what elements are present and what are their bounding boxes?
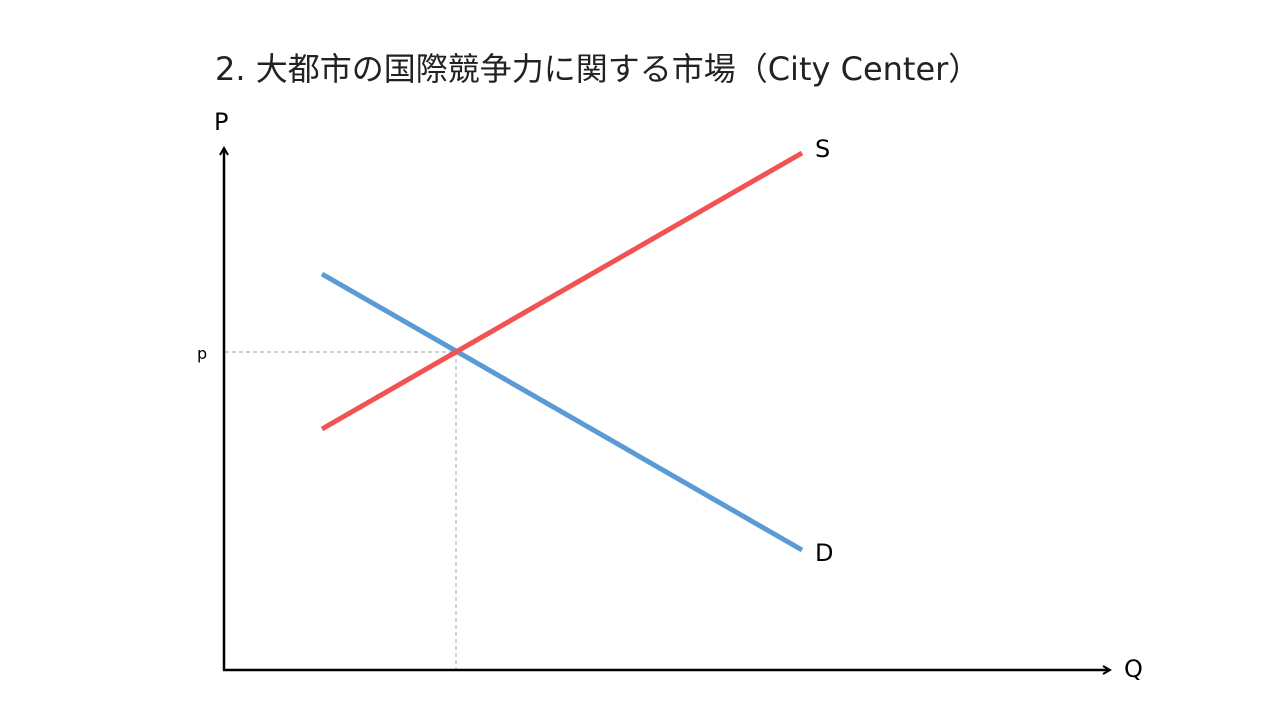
x-axis-label: Q	[1124, 655, 1143, 683]
y-axis-label: P	[214, 108, 228, 136]
supply-curve-label: S	[815, 135, 830, 163]
slide-title: 2. 大都市の国際競争力に関する市場（City Center）	[215, 50, 981, 88]
demand-curve-label: D	[815, 539, 833, 567]
supply-curve	[320, 150, 804, 432]
demand-curve	[320, 271, 804, 553]
price-marker-label: p	[197, 344, 207, 363]
